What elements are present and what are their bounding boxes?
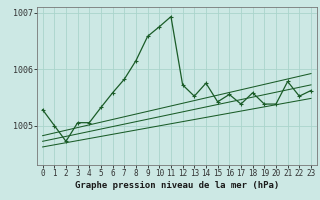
X-axis label: Graphe pression niveau de la mer (hPa): Graphe pression niveau de la mer (hPa)	[75, 181, 279, 190]
